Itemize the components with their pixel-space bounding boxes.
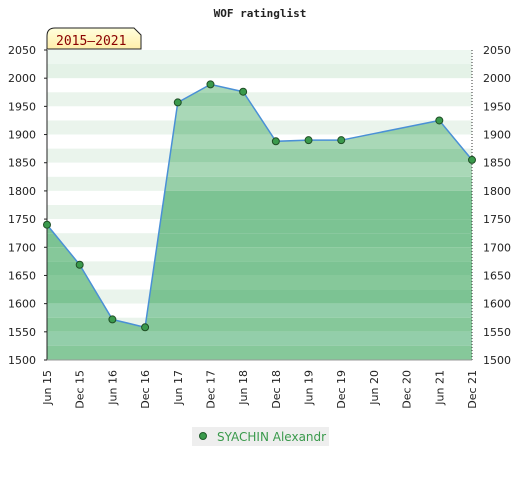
data-point bbox=[271, 137, 280, 146]
badge-text: 2015–2021 bbox=[56, 34, 126, 49]
y-tick-label-right: 1900 bbox=[483, 129, 511, 142]
area-band bbox=[47, 275, 472, 290]
y-tick-label-right: 2000 bbox=[483, 72, 511, 85]
series-markers bbox=[43, 80, 476, 332]
x-tick-label: Dec 16 bbox=[139, 370, 152, 409]
y-tick-label-right: 1850 bbox=[483, 157, 511, 170]
x-tick-label: Jun 17 bbox=[172, 370, 185, 406]
data-point bbox=[337, 136, 346, 145]
y-tick-label-right: 1650 bbox=[483, 269, 511, 282]
y-tick-label-left: 1500 bbox=[8, 354, 36, 367]
y-tick-label-right: 1500 bbox=[483, 354, 511, 367]
data-point bbox=[468, 155, 476, 164]
year-range-badge: 2015–2021 bbox=[46, 27, 142, 50]
y-axis-right: 2050 2000 1950 1900 1850 1800 1750 1700 1650 1600… bbox=[483, 44, 511, 367]
data-point bbox=[43, 220, 51, 229]
legend-label: SYACHIN Alexandr bbox=[217, 430, 326, 444]
y-tick-label-left: 1800 bbox=[8, 185, 36, 198]
y-tick-label-left: 1850 bbox=[8, 157, 36, 170]
area-band bbox=[47, 289, 472, 304]
legend: SYACHIN Alexandr bbox=[192, 427, 329, 446]
area-band bbox=[47, 317, 472, 332]
x-tick-label: Dec 18 bbox=[270, 370, 283, 409]
x-tick-label: Dec 21 bbox=[466, 370, 479, 409]
plot-band bbox=[47, 106, 472, 121]
data-point bbox=[75, 260, 84, 269]
y-tick-label-left: 1750 bbox=[8, 213, 36, 226]
y-tick-label-right: 1550 bbox=[483, 326, 511, 339]
y-tick-label-left: 1550 bbox=[8, 326, 36, 339]
data-point bbox=[108, 315, 117, 324]
y-tick-label-left: 1600 bbox=[8, 298, 36, 311]
x-tick-label: Jun 16 bbox=[106, 370, 119, 406]
y-axis-left: 2050 2000 1950 1900 1850 1800 1750 1700 1650 1600… bbox=[8, 44, 47, 367]
x-tick-label: Jun 19 bbox=[303, 370, 316, 406]
y-tick-label-right: 1750 bbox=[483, 213, 511, 226]
x-tick-label: Dec 17 bbox=[204, 370, 217, 409]
x-axis: Jun 15 Dec 15 Jun 16 Dec 16 Jun 17 Dec 17 Jun … bbox=[41, 370, 479, 409]
y-tick-label-left: 1650 bbox=[8, 269, 36, 282]
y-tick-label-left: 2000 bbox=[8, 72, 36, 85]
data-point bbox=[304, 136, 313, 145]
area-band bbox=[47, 345, 472, 360]
data-point bbox=[435, 116, 444, 125]
plot-band bbox=[47, 78, 472, 93]
x-tick-label: Dec 19 bbox=[335, 370, 348, 409]
x-tick-label: Jun 21 bbox=[433, 370, 446, 406]
data-point bbox=[239, 87, 248, 96]
legend-box bbox=[192, 427, 329, 446]
plot-band bbox=[47, 92, 472, 107]
y-tick-label-right: 1600 bbox=[483, 298, 511, 311]
area-band bbox=[47, 303, 472, 318]
y-tick-label-right: 1700 bbox=[483, 241, 511, 254]
data-point bbox=[173, 98, 182, 107]
data-point bbox=[141, 323, 150, 332]
chart-title: WOF ratinglist bbox=[214, 7, 307, 20]
y-tick-label-right: 1950 bbox=[483, 100, 511, 113]
series-line-group bbox=[46, 83, 473, 329]
legend-marker bbox=[199, 432, 207, 440]
plot-band-top bbox=[47, 50, 472, 79]
x-tick-label: Jun 18 bbox=[237, 370, 250, 406]
area-band bbox=[47, 331, 472, 346]
y-tick-label-right: 2050 bbox=[483, 44, 511, 57]
y-tick-label-left: 2050 bbox=[8, 44, 36, 57]
x-tick-label: Jun 20 bbox=[368, 370, 381, 406]
x-tick-label: Dec 15 bbox=[74, 370, 87, 409]
x-tick-label: Jun 15 bbox=[41, 370, 54, 406]
x-tick-label: Dec 20 bbox=[401, 370, 414, 409]
axes bbox=[46, 50, 473, 361]
y-tick-label-left: 1700 bbox=[8, 241, 36, 254]
y-tick-label-left: 1950 bbox=[8, 100, 36, 113]
y-tick-label-left: 1900 bbox=[8, 129, 36, 142]
series-line bbox=[46, 83, 473, 329]
data-point bbox=[206, 80, 215, 89]
y-tick-label-right: 1800 bbox=[483, 185, 511, 198]
